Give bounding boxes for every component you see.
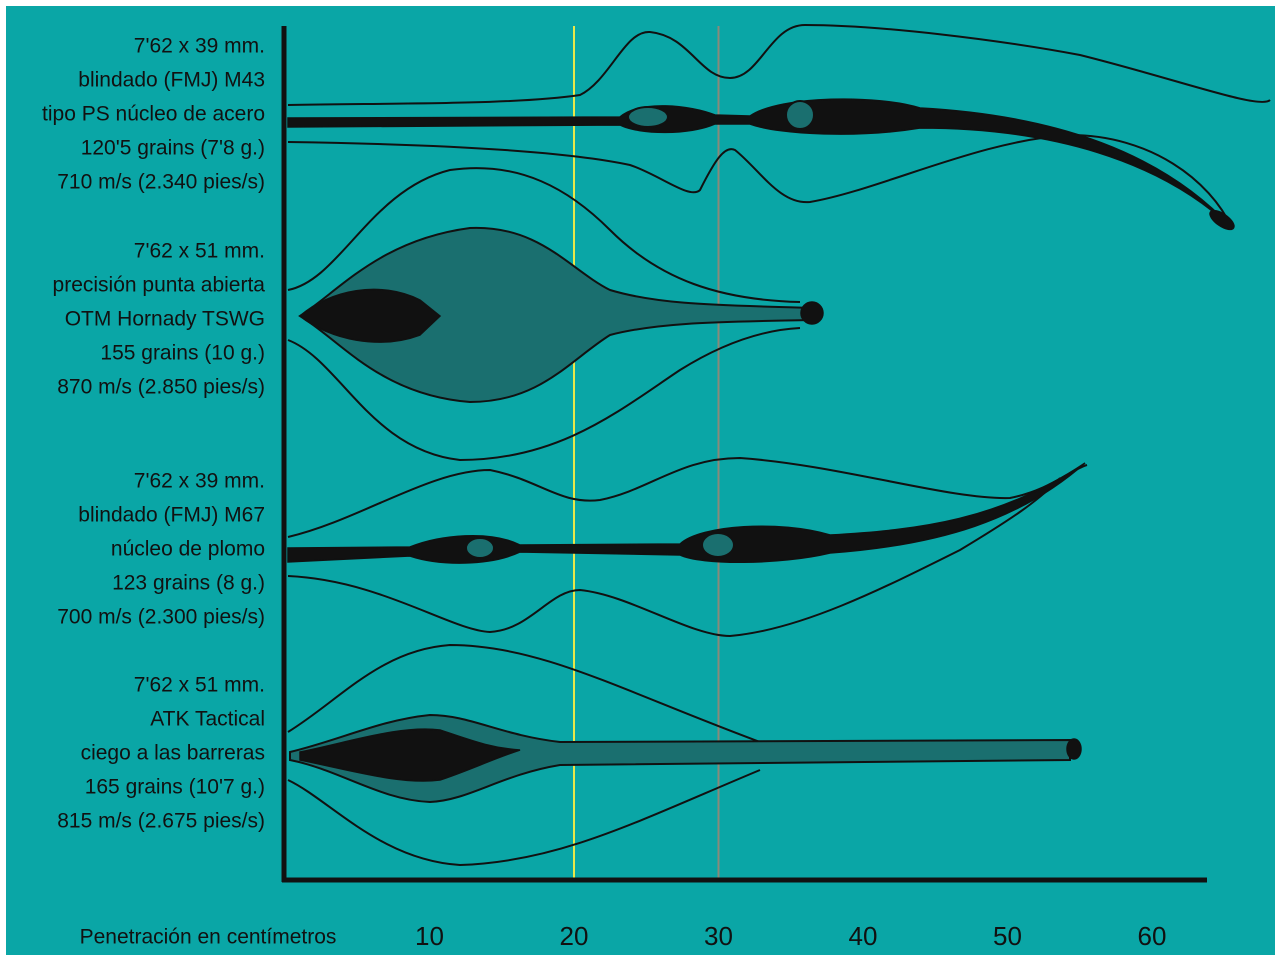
- x-tick-label: 30: [704, 921, 733, 951]
- bullet-label: 123 grains (8 g.): [112, 572, 265, 595]
- wound-cavity: [628, 107, 668, 127]
- bullet: [801, 302, 823, 324]
- bullet-label: blindado (FMJ) M67: [78, 504, 265, 527]
- wound-cavity: [702, 533, 734, 557]
- bullet: [1067, 739, 1081, 759]
- bullet-label: ATK Tactical: [150, 708, 265, 731]
- page: Penetración en centímetros 7'62 x 39 mm.…: [0, 0, 1281, 961]
- x-tick-label: 60: [1138, 921, 1167, 951]
- x-tick-label: 40: [849, 921, 878, 951]
- bullet-label: 165 grains (10'7 g.): [85, 776, 265, 799]
- bullet-label: ciego a las barreras: [81, 742, 265, 765]
- bullet-label: OTM Hornady TSWG: [65, 308, 265, 331]
- x-tick-label: 20: [560, 921, 589, 951]
- bullet-label: 155 grains (10 g.): [100, 342, 265, 365]
- bullet-label: precisión punta abierta: [53, 274, 266, 297]
- bullet-label: núcleo de plomo: [111, 538, 265, 561]
- bullet-label: 7'62 x 51 mm.: [134, 240, 265, 263]
- x-tick-label: 50: [993, 921, 1022, 951]
- bullet-label: 815 m/s (2.675 pies/s): [57, 810, 265, 833]
- bullet-label: tipo PS núcleo de acero: [42, 103, 265, 126]
- wound-cavity: [466, 538, 494, 558]
- x-tick-label: 10: [415, 921, 444, 951]
- diagram: Penetración en centímetros 7'62 x 39 mm.…: [0, 0, 1281, 961]
- bullet-label: 120'5 grains (7'8 g.): [81, 137, 265, 160]
- bullet-label: 7'62 x 39 mm.: [134, 470, 265, 493]
- axis-label: Penetración en centímetros: [80, 926, 337, 949]
- bullet-label: 870 m/s (2.850 pies/s): [57, 376, 265, 399]
- bullet-label: 7'62 x 39 mm.: [134, 35, 265, 58]
- bullet-label: 7'62 x 51 mm.: [134, 674, 265, 697]
- bullet-label: blindado (FMJ) M43: [78, 69, 265, 92]
- bullet-label: 710 m/s (2.340 pies/s): [57, 171, 265, 194]
- bullet-label: 700 m/s (2.300 pies/s): [57, 606, 265, 629]
- wound-cavity: [786, 101, 814, 129]
